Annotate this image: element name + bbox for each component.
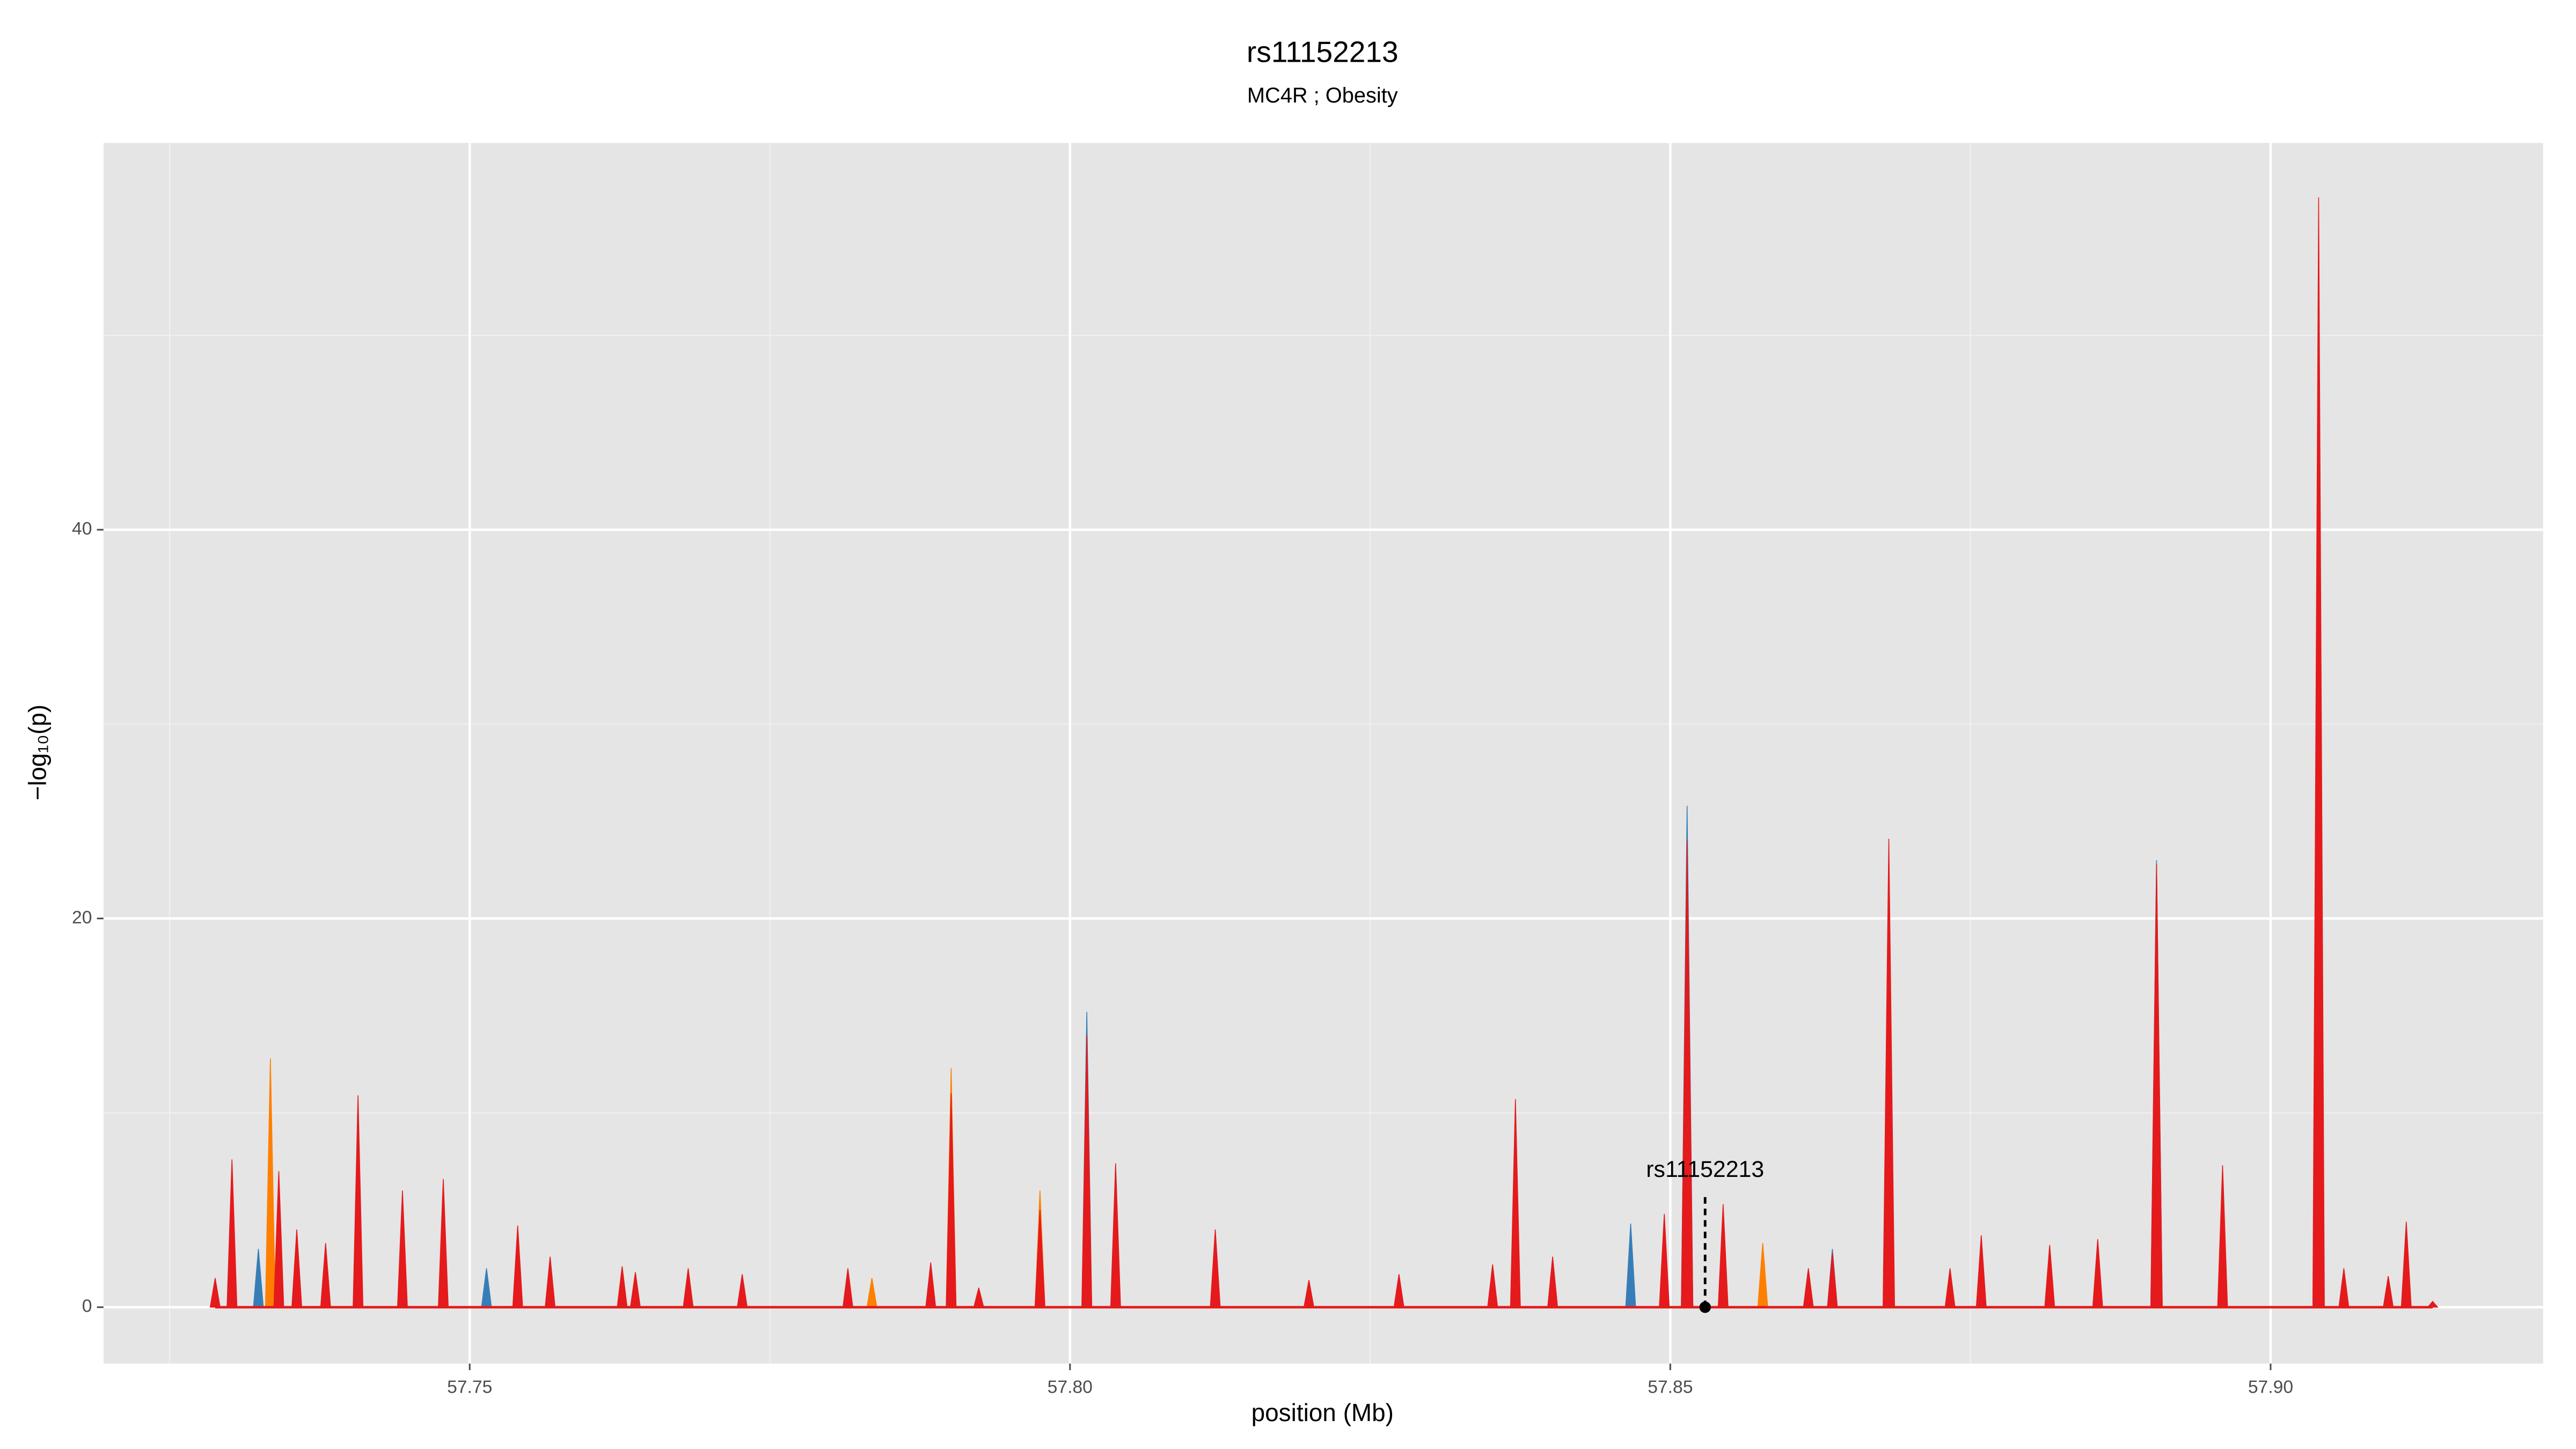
peak bbox=[842, 1268, 853, 1308]
peak bbox=[973, 1287, 984, 1308]
peak bbox=[226, 1159, 238, 1308]
peak bbox=[2092, 1239, 2103, 1308]
peak bbox=[1827, 1253, 1838, 1308]
peak bbox=[1975, 1235, 1987, 1308]
x-tick-label: 57.80 bbox=[1048, 1378, 1093, 1397]
y-axis-label: −log₁₀(p) bbox=[24, 705, 52, 801]
peak bbox=[2401, 1221, 2412, 1308]
peak bbox=[1717, 1204, 1729, 1308]
y-tick-label: 20 bbox=[72, 908, 92, 927]
x-tick-label: 57.85 bbox=[1648, 1378, 1693, 1397]
chart-title: rs11152213 bbox=[1247, 35, 1399, 69]
peak bbox=[209, 1278, 221, 1308]
peak bbox=[320, 1243, 331, 1308]
peak bbox=[1803, 1268, 1814, 1308]
peak bbox=[397, 1190, 408, 1308]
peak bbox=[437, 1179, 449, 1308]
peak bbox=[1510, 1099, 1521, 1308]
peak bbox=[2338, 1268, 2350, 1308]
y-tick-label: 0 bbox=[82, 1297, 92, 1316]
chart-subtitle: MC4R ; Obesity bbox=[1247, 84, 1398, 107]
peak bbox=[2150, 864, 2163, 1308]
peak bbox=[683, 1268, 694, 1308]
peak bbox=[2383, 1276, 2394, 1308]
peak bbox=[1547, 1256, 1558, 1308]
peak bbox=[353, 1095, 364, 1308]
annotation-point bbox=[1699, 1301, 1711, 1313]
peak bbox=[1487, 1264, 1498, 1308]
peak bbox=[545, 1256, 556, 1308]
peak bbox=[630, 1272, 641, 1308]
peak bbox=[1034, 1210, 1045, 1308]
peak bbox=[1944, 1268, 1956, 1308]
peak bbox=[291, 1229, 303, 1308]
panel bbox=[103, 143, 2543, 1364]
x-axis-label: position (Mb) bbox=[1252, 1399, 1394, 1426]
peak bbox=[512, 1225, 523, 1308]
peak bbox=[1303, 1279, 1315, 1308]
peak bbox=[2044, 1245, 2055, 1308]
y-tick-label: 40 bbox=[72, 519, 92, 539]
peak bbox=[617, 1266, 628, 1308]
peak bbox=[1681, 840, 1694, 1308]
peak bbox=[946, 1093, 957, 1308]
marks bbox=[209, 197, 2439, 1309]
peak bbox=[2427, 1300, 2439, 1308]
peak bbox=[2312, 197, 2325, 1308]
peak bbox=[1659, 1213, 1670, 1308]
x-tick-label: 57.75 bbox=[447, 1378, 492, 1397]
peak bbox=[1081, 1035, 1093, 1308]
peak bbox=[1883, 838, 1896, 1308]
annotation-label: rs11152213 bbox=[1646, 1157, 1764, 1182]
peak bbox=[736, 1274, 748, 1308]
peak bbox=[273, 1171, 284, 1308]
peak bbox=[1393, 1274, 1404, 1308]
peak bbox=[2217, 1165, 2228, 1308]
peak bbox=[1210, 1229, 1221, 1308]
x-tick-label: 57.90 bbox=[2248, 1378, 2293, 1397]
labels: 57.75 57.80 57.85 57.90 0 20 40 rs11152213 bbox=[72, 519, 2293, 1397]
peak bbox=[1110, 1163, 1121, 1308]
peak bbox=[925, 1262, 936, 1308]
